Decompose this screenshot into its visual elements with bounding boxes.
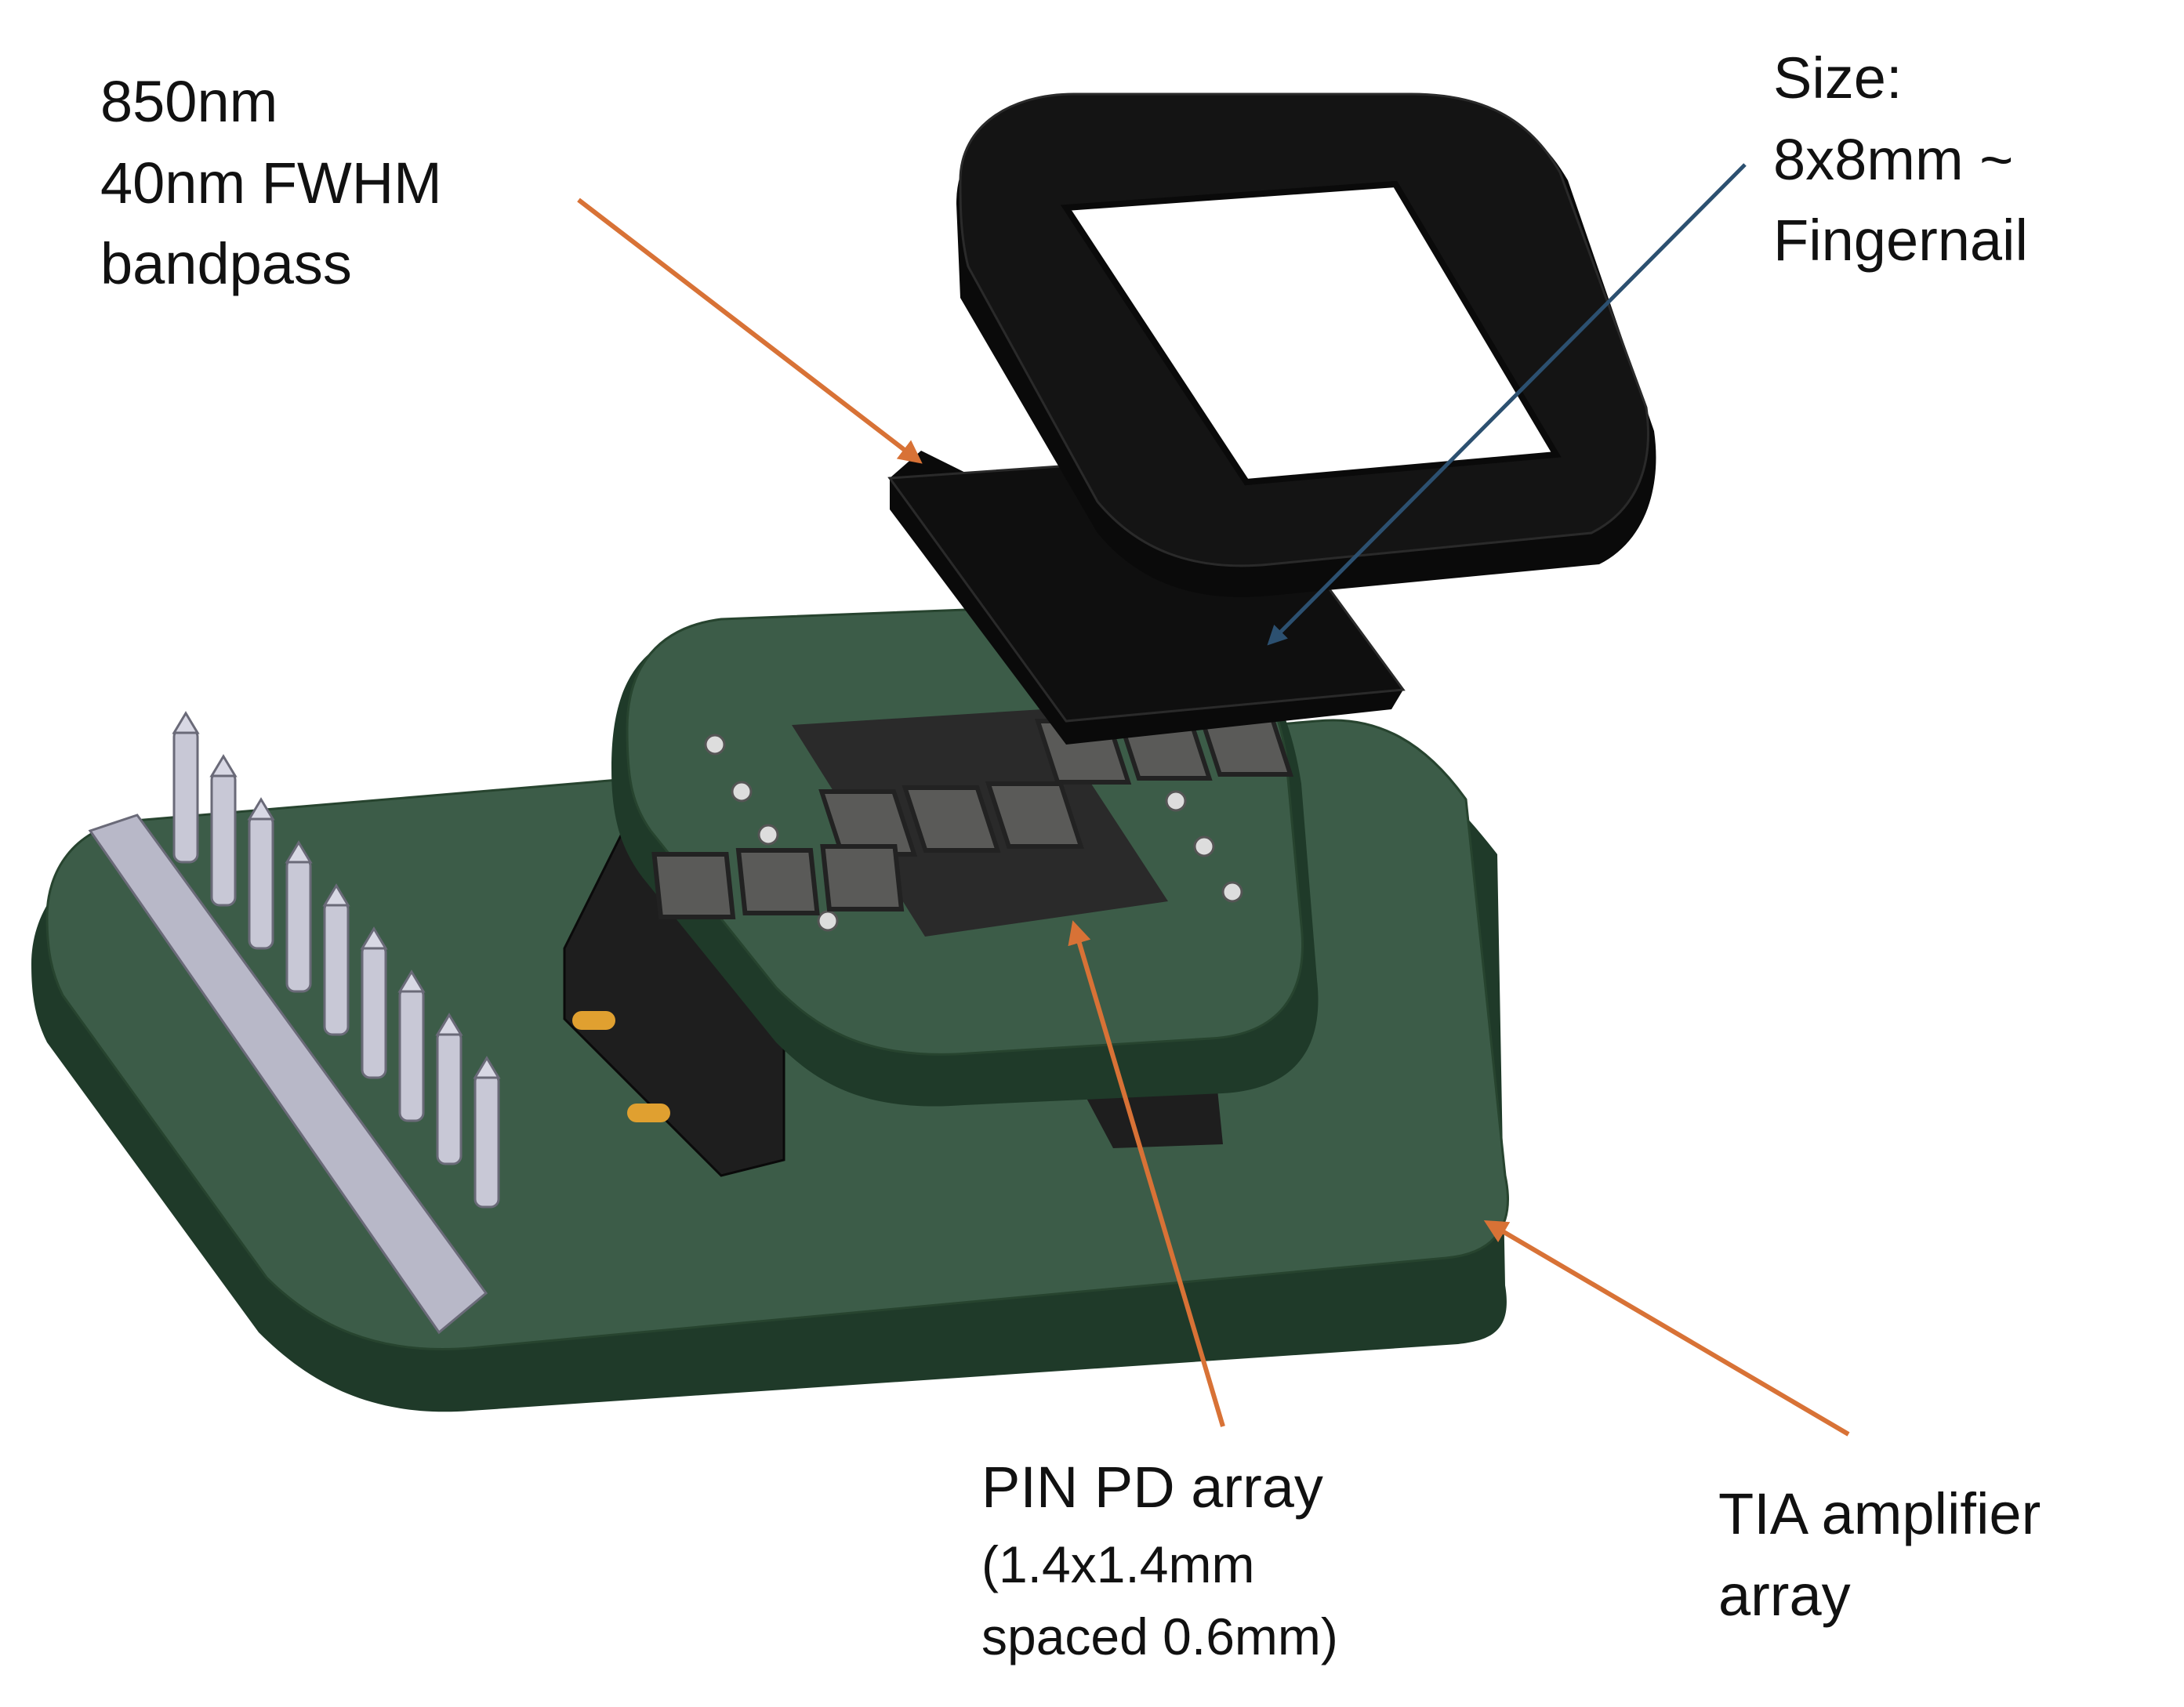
pd-pixel [902, 785, 1001, 853]
filter-arrow [577, 198, 923, 464]
pd-pixel [651, 852, 736, 919]
pd-array-size-text: (1.4x1.4mm [981, 1535, 1255, 1593]
header-pin [322, 883, 350, 1036]
size-dimension-text: 8x8mm ~ [1773, 126, 2014, 192]
via [731, 781, 753, 803]
size-comparison-text: Fingernail [1773, 208, 2028, 274]
annotation-arrows [577, 163, 1850, 1437]
via [1221, 881, 1243, 903]
header-pin [473, 1056, 501, 1209]
frame-aperture [1060, 180, 1562, 486]
size-label: Size: 8x8mm ~ Fingernail [1773, 38, 2028, 281]
tia-arrow [1483, 1220, 1850, 1437]
pin-header-base [88, 814, 488, 1335]
pd-array-title-text: PIN PD array [981, 1455, 1323, 1520]
pd-pixel-row-3 [651, 844, 905, 919]
gold-pad-2 [627, 1104, 670, 1122]
header-pin [247, 797, 275, 950]
male-pin-header [88, 711, 501, 1335]
tia-label: TIA amplifier array [1718, 1473, 2041, 1636]
filter-type-text: bandpass [100, 231, 352, 297]
pd-pixel-row-2 [818, 781, 1084, 857]
filter-spec-label: 850nm 40nm FWHM bandpass [100, 61, 442, 305]
tia-title-text: TIA amplifier [1718, 1481, 2041, 1546]
pd-array-label: PIN PD array (1.4x1.4mm spaced 0.6mm) [981, 1447, 1338, 1673]
via [817, 910, 839, 932]
via [704, 734, 726, 756]
header-pin [285, 840, 313, 993]
header-pin [435, 1013, 463, 1165]
pd-pixel [735, 848, 820, 915]
filter-wavelength-text: 850nm [100, 69, 278, 134]
via [1165, 790, 1187, 812]
pd-array-spacing-text: spaced 0.6mm) [981, 1607, 1338, 1665]
pd-pixel [985, 781, 1084, 849]
header-pin [360, 926, 388, 1079]
pd-array-arrow [1068, 920, 1225, 1427]
header-pin [397, 969, 426, 1122]
filter-fwhm-text: 40nm FWHM [100, 150, 442, 216]
tia-subtitle-text: array [1718, 1562, 1851, 1628]
via [757, 824, 779, 846]
fingernail-frame [956, 92, 1656, 597]
size-heading-text: Size: [1773, 45, 1903, 111]
header-pin [209, 754, 238, 907]
header-pin [172, 711, 200, 864]
gold-pad-1 [572, 1011, 615, 1030]
pd-pixel [820, 844, 905, 911]
size-arrow [1267, 163, 1747, 646]
via [1193, 835, 1215, 857]
